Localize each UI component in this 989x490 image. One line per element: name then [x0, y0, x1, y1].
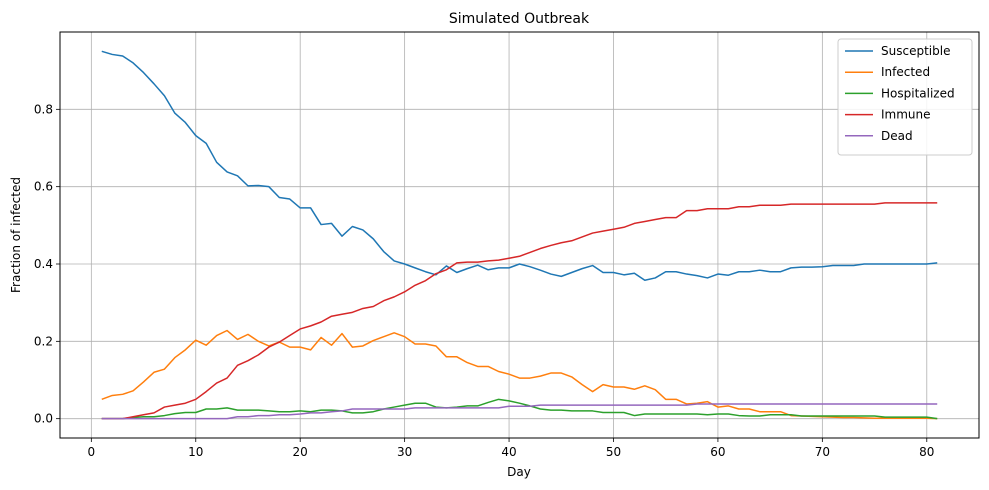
x-tick-label: 10: [188, 445, 203, 459]
y-axis: 0.0 0.2 0.4 0.6 0.8: [34, 102, 60, 426]
grid: [60, 32, 979, 438]
x-tick-label: 60: [710, 445, 725, 459]
series-line-dead: [101, 403, 938, 420]
legend-label-immune: Immune: [881, 108, 931, 122]
x-tick-label: 40: [501, 445, 516, 459]
series-line-immune: [101, 202, 938, 420]
y-tick-label: 0.4: [34, 257, 53, 271]
series-line-hospitalized: [101, 398, 938, 420]
series-line-susceptible: [101, 50, 938, 281]
x-tick-label: 30: [397, 445, 412, 459]
x-tick-label: 0: [88, 445, 96, 459]
chart-title: Simulated Outbreak: [449, 11, 590, 27]
x-tick-label: 20: [293, 445, 308, 459]
plot-lines: [101, 50, 938, 420]
y-tick-label: 0.2: [34, 334, 53, 348]
y-tick-label: 0.8: [34, 102, 53, 116]
y-tick-label: 0.0: [34, 412, 53, 426]
legend-label-infected: Infected: [881, 65, 930, 79]
series-line-infected: [101, 329, 938, 420]
x-axis-label: Day: [507, 465, 531, 479]
y-tick-label: 0.6: [34, 180, 53, 194]
legend-label-dead: Dead: [881, 129, 913, 143]
legend: Susceptible Infected Hospitalized Immune Dea…: [837, 38, 973, 156]
x-axis: 0 10 20 30 40 50 60 70 80: [88, 438, 934, 459]
x-tick-label: 70: [815, 445, 830, 459]
legend-box: [837, 38, 973, 156]
plot-frame: [59, 31, 980, 439]
y-axis-label: Fraction of infected: [9, 177, 23, 293]
legend-label-hospitalized: Hospitalized: [881, 86, 955, 100]
legend-label-susceptible: Susceptible: [881, 44, 950, 58]
x-tick-label: 50: [606, 445, 621, 459]
x-tick-label: 80: [919, 445, 934, 459]
